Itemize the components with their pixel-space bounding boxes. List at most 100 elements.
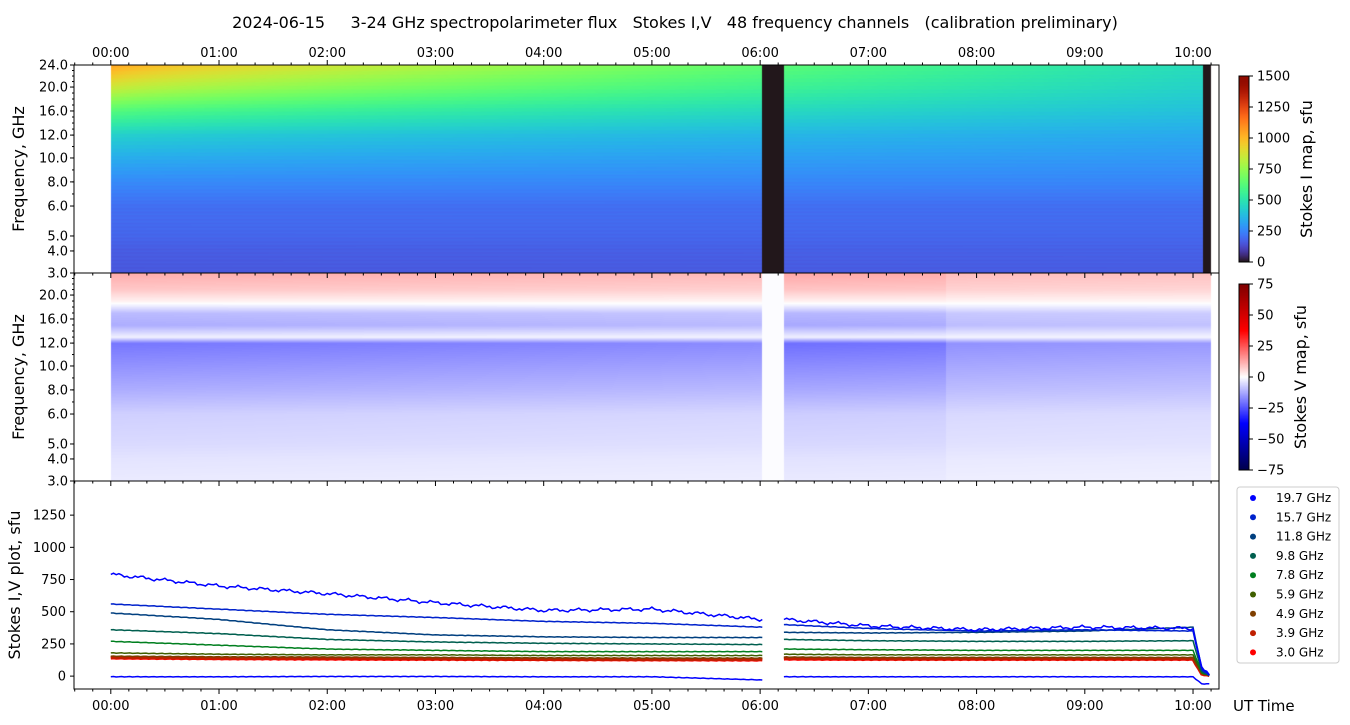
- y-tick-label: 4.0: [47, 452, 68, 467]
- y-tick-label: 1000: [33, 541, 66, 556]
- series-line-stokes-v: [110, 675, 763, 681]
- legend-marker: [1250, 514, 1256, 521]
- series-line-11-8-ghz: [110, 612, 763, 639]
- y-tick-label: 5.0: [47, 437, 68, 452]
- x-tick-label-bottom: 04:00: [525, 699, 562, 714]
- x-tick-label-top: 07:00: [850, 46, 887, 61]
- colorbar-tick-label: −50: [1257, 433, 1284, 448]
- legend-label: 11.8 GHz: [1276, 530, 1331, 544]
- stokes-i-heatmap: [74, 65, 1219, 273]
- y-tick-label: 24.0: [39, 59, 68, 74]
- y-tick-label: 3.0: [47, 267, 68, 282]
- y-tick-label: 8.0: [47, 175, 68, 190]
- series-line-stokes-v: [783, 675, 1210, 685]
- legend-label: 19.7 GHz: [1276, 491, 1331, 505]
- legend-marker: [1250, 533, 1256, 540]
- x-tick-label-top: 06:00: [741, 46, 778, 61]
- y-tick-label: 0: [58, 670, 66, 685]
- legend-label: 4.9 GHz: [1276, 607, 1324, 621]
- x-tick-label-bottom: 02:00: [309, 699, 346, 714]
- legend-marker: [1250, 649, 1256, 656]
- y-tick-label: 12.0: [39, 129, 68, 144]
- x-tick-label-bottom: 07:00: [850, 699, 887, 714]
- series-line-19-7-ghz: [110, 572, 763, 622]
- colorbar-tick-label: 250: [1257, 225, 1282, 240]
- x-tick-label-bottom: 10:00: [1174, 699, 1211, 714]
- series-line-3-9-ghz: [783, 656, 1210, 677]
- series-line-9-8-ghz: [783, 638, 1210, 677]
- x-tick-label-top: 03:00: [417, 46, 454, 61]
- series-line-19-7-ghz: [783, 617, 1210, 676]
- y-tick-label: 6.0: [47, 408, 68, 423]
- legend-label: 3.0 GHz: [1276, 645, 1324, 659]
- y-tick-label: 8.0: [47, 383, 68, 398]
- legend-marker: [1250, 610, 1256, 617]
- series-line-4-9-ghz: [783, 656, 1210, 677]
- x-tick-label-top: 01:00: [200, 46, 237, 61]
- series-line-5-9-ghz: [110, 651, 763, 657]
- y-label-stokes-i: Frequency, GHz: [9, 106, 28, 232]
- stokes-v-colorbar: [1239, 284, 1249, 470]
- legend-marker: [1250, 630, 1256, 637]
- stokes-v-heatmap: [74, 273, 1219, 481]
- y-tick-label: 10.0: [39, 151, 68, 166]
- x-tick-label-bottom: 00:00: [92, 699, 129, 714]
- x-tick-label-top: 08:00: [958, 46, 995, 61]
- x-tick-label-bottom: 01:00: [200, 699, 237, 714]
- panel-frame: [73, 272, 1220, 482]
- y-tick-label: 3.0: [47, 475, 68, 490]
- series-line-15-7-ghz: [110, 603, 763, 628]
- series-line-4-9-ghz: [110, 655, 763, 660]
- colorbar-tick-label: 750: [1257, 163, 1282, 178]
- legend-label: 15.7 GHz: [1276, 510, 1331, 524]
- legend: 19.7 GHz 15.7 GHz 11.8 GHz 9.8 GHz 7.8 GHz 5.…: [1236, 486, 1340, 664]
- y-tick-label: 5.0: [47, 229, 68, 244]
- colorbar-tick-label: −25: [1257, 402, 1284, 417]
- x-tick-label-top: 09:00: [1066, 46, 1103, 61]
- x-tick-label-bottom: 03:00: [417, 699, 454, 714]
- series-line-3-0-ghz: [783, 657, 1210, 677]
- legend-marker: [1250, 591, 1256, 598]
- colorbar-tick-label: 75: [1257, 278, 1274, 293]
- colorbar-tick-label: 0: [1257, 256, 1265, 271]
- colorbar-tick-label: 500: [1257, 194, 1282, 209]
- y-tick-label: 4.0: [47, 244, 68, 259]
- colorbar-tick-label: 50: [1257, 309, 1274, 324]
- x-tick-label-top: 04:00: [525, 46, 562, 61]
- legend-label: 3.9 GHz: [1276, 626, 1324, 640]
- colorbar-label-i: Stokes I map, sfu: [1297, 100, 1316, 238]
- legend-label: 9.8 GHz: [1276, 549, 1324, 563]
- colorbar-tick-label: 1250: [1257, 101, 1290, 116]
- legend-label: 5.9 GHz: [1276, 588, 1324, 602]
- colorbar-tick-label: 0: [1257, 371, 1265, 386]
- x-tick-label-top: 10:00: [1174, 46, 1211, 61]
- y-label-stokes-v: Frequency, GHz: [9, 314, 28, 440]
- x-tick-label-bottom: 09:00: [1066, 699, 1103, 714]
- colorbar-frame: [1238, 283, 1250, 471]
- y-tick-label: 12.0: [39, 337, 68, 352]
- y-tick-label: 16.0: [39, 104, 68, 119]
- colorbar-tick-label: 1000: [1257, 132, 1290, 147]
- legend-marker: [1250, 495, 1256, 501]
- y-tick-label: 250: [41, 637, 66, 652]
- panel-frame: [73, 64, 1220, 274]
- legend-marker: [1250, 552, 1256, 559]
- y-tick-label: 20.0: [39, 81, 68, 96]
- x-tick-label-bottom: 06:00: [741, 699, 778, 714]
- stokes-i-colorbar: [1239, 76, 1249, 262]
- series-line-3-9-ghz: [110, 655, 763, 662]
- x-axis-label: UT Time: [1233, 697, 1295, 715]
- y-tick-label: 6.0: [47, 200, 68, 215]
- y-label-stokes-iv: Stokes I,V plot, sfu: [5, 511, 24, 660]
- series-line-5-9-ghz: [783, 653, 1210, 677]
- y-tick-label: 16.0: [39, 312, 68, 327]
- legend-marker: [1250, 572, 1256, 579]
- y-tick-label: 20.0: [39, 289, 68, 304]
- colorbar-frame: [1238, 75, 1250, 263]
- x-tick-label-top: 00:00: [92, 46, 129, 61]
- y-tick-label: 10.0: [39, 359, 68, 374]
- x-tick-label-top: 05:00: [633, 46, 670, 61]
- x-tick-label-top: 02:00: [309, 46, 346, 61]
- colorbar-tick-label: −75: [1257, 464, 1284, 479]
